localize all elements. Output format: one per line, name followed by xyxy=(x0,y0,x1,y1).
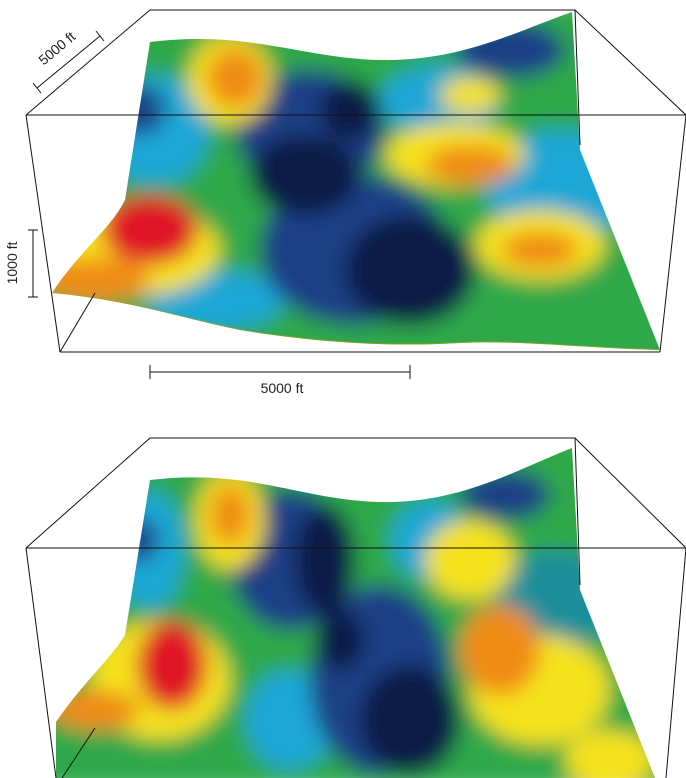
top-zone-yellow-3 xyxy=(440,77,500,113)
top-zone-blue-3 xyxy=(455,22,565,78)
top-zone-orange-3 xyxy=(502,232,578,268)
bottom-surface xyxy=(56,448,655,778)
bottom-zone-orange-3 xyxy=(56,690,140,730)
bottom-zone-orange-1 xyxy=(210,485,250,545)
top-zone-blue-4 xyxy=(115,85,165,135)
top-surface xyxy=(52,12,660,350)
top-zone-orange-2 xyxy=(425,145,515,185)
top-bounding-box xyxy=(25,9,686,353)
bottom-zone-navy-2 xyxy=(360,665,460,775)
bottom-zone-yellow-4 xyxy=(565,730,655,778)
bottom-zone-yellow-2 xyxy=(425,520,515,600)
top-zone-orange-1 xyxy=(207,48,263,108)
top-zone-orange-4 xyxy=(52,258,150,302)
top-zone-navy-1 xyxy=(250,135,360,215)
depth-scale-bar xyxy=(32,30,105,94)
vertical-scale-label: 1000 ft xyxy=(4,241,20,284)
bottom-zone-blue-3 xyxy=(460,470,550,520)
depth-scale-label: 5000 ft xyxy=(35,28,78,68)
bottom-zone-orange-2 xyxy=(460,605,540,695)
bottom-zone-navy-1 xyxy=(295,505,355,615)
top-panel: 5000 ft 1000 ft 5000 ft xyxy=(4,9,686,396)
horizontal-scale-label: 5000 ft xyxy=(261,380,304,396)
bottom-zone-red xyxy=(137,620,207,710)
vertical-scale-bar xyxy=(28,229,38,298)
bottom-zone-blue-4 xyxy=(122,518,158,562)
top-zone-navy-2 xyxy=(345,215,475,325)
top-zone-navy-3 xyxy=(320,80,380,140)
horizontal-scale-bar xyxy=(149,365,411,379)
top-zone-red xyxy=(102,195,198,265)
bottom-bounding-box xyxy=(25,437,686,778)
bottom-panel xyxy=(25,437,686,778)
bottom-zone-navy-3 xyxy=(315,610,365,670)
